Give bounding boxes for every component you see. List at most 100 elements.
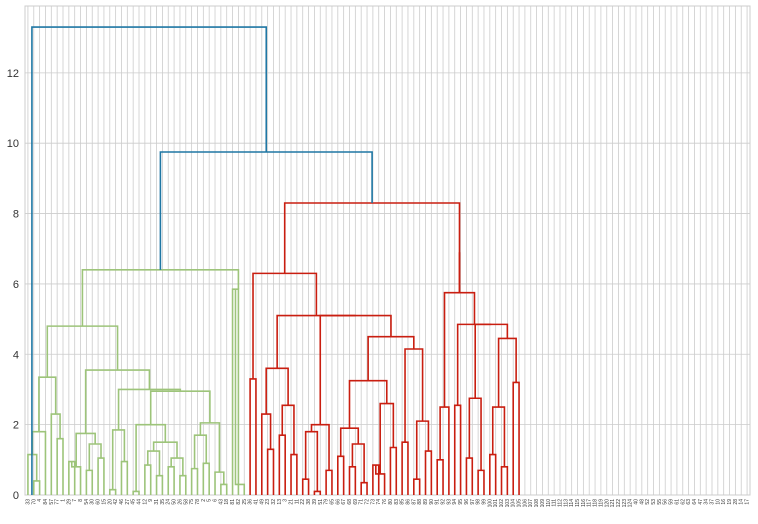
x-tick-label: 94 (452, 499, 458, 505)
x-tick-label: 45 (131, 499, 137, 505)
x-tick-label: 76 (382, 499, 388, 505)
x-tick-label: 44 (137, 499, 143, 505)
x-tick-label: 114 (569, 499, 575, 507)
x-tick-label: 41 (253, 499, 259, 505)
x-tick-label: 3 (283, 499, 289, 502)
dendrogram-link (372, 464, 380, 495)
x-tick-label: 71 (359, 499, 365, 505)
x-tick-label: 68 (347, 499, 353, 505)
x-tick-label: 118 (593, 499, 599, 507)
x-tick-label: 105 (517, 499, 523, 508)
dendrogram-link (367, 335, 415, 381)
x-tick-label: 115 (575, 499, 581, 507)
dendrogram-link (497, 337, 517, 408)
x-tick-label: 63 (686, 499, 692, 505)
x-tick-label: 55 (657, 499, 663, 505)
dendrogram-link (68, 460, 76, 495)
x-tick-label: 120 (604, 499, 610, 508)
dendrogram-link (234, 289, 246, 495)
x-tick-label: 92 (441, 499, 447, 505)
dendrogram-link (84, 369, 151, 434)
x-tick-label: 89 (423, 499, 429, 505)
y-tick-label: 0 (13, 490, 19, 502)
x-tick-label: 90 (429, 499, 435, 505)
x-tick-label: 11 (294, 499, 300, 504)
x-tick-label: 102 (499, 499, 505, 508)
x-tick-label: 119 (598, 499, 604, 507)
x-tick-label: 62 (680, 499, 686, 505)
x-tick-label: 98 (476, 499, 482, 505)
dendrogram-link (265, 367, 289, 415)
x-tick-label: 4 (37, 499, 43, 502)
dendrogram-link (443, 291, 476, 408)
dendrogram-link (31, 26, 268, 495)
x-tick-label: 50 (172, 499, 178, 505)
x-tick-label: 42 (113, 499, 119, 505)
x-tick-label: 30 (90, 499, 96, 505)
x-tick-label: 74 (376, 499, 382, 505)
x-tick-label: 8 (78, 499, 84, 502)
x-tick-label: 87 (411, 499, 417, 505)
x-tick-label: 60 (96, 499, 102, 505)
x-tick-label: 101 (493, 499, 499, 508)
x-tick-label: 26 (177, 499, 183, 505)
x-tick-label: 72 (365, 499, 371, 505)
x-tick-label: 37 (709, 499, 715, 505)
y-tick-label: 8 (13, 209, 19, 221)
x-tick-label: 61 (674, 499, 680, 505)
x-tick-label: 88 (417, 499, 423, 505)
x-tick-label: 109 (540, 499, 546, 508)
x-tick-label: 111 (552, 499, 558, 507)
x-tick-label: 31 (154, 499, 160, 505)
x-tick-label: 18 (224, 499, 230, 505)
x-tick-label: 56 (663, 499, 669, 505)
x-tick-label: 83 (394, 499, 400, 505)
x-tick-label: 67 (341, 499, 347, 505)
x-tick-label: 112 (557, 499, 563, 507)
x-tick-label: 35 (160, 499, 166, 505)
dendrogram-link (276, 314, 356, 369)
x-tick-label: 100 (487, 499, 493, 508)
x-tick-label: 95 (458, 499, 464, 505)
x-tick-label: 73 (370, 499, 376, 505)
x-tick-label: 13 (277, 499, 283, 505)
x-tick-label: 7 (72, 499, 78, 502)
x-tick-label: 69 (353, 499, 359, 505)
x-tick-label: 36 (248, 499, 254, 505)
dendrogram-link (81, 269, 240, 327)
x-tick-label: 10 (715, 499, 721, 505)
x-tick-label: 116 (581, 499, 587, 507)
x-tick-label: 51 (318, 499, 324, 505)
dendrogram-link (474, 323, 509, 399)
dendrogram-link (456, 323, 492, 406)
x-tick-label: 78 (195, 499, 201, 505)
x-tick-label: 17 (745, 499, 751, 505)
x-tick-label: 52 (645, 499, 651, 505)
x-tick-label: 1 (61, 499, 67, 502)
dendrogram-link (319, 314, 392, 425)
x-tick-label: 28 (733, 499, 739, 505)
dendrogram-link (404, 348, 424, 443)
x-tick-label: 14 (739, 499, 745, 505)
x-tick-label: 16 (721, 499, 727, 505)
x-tick-label: 85 (400, 499, 406, 505)
dendrogram-link (252, 272, 318, 379)
x-tick-label: 91 (435, 499, 441, 505)
x-tick-label: 82 (236, 499, 242, 505)
x-tick-label: 48 (639, 499, 645, 505)
x-tick-label: 40 (633, 499, 639, 505)
x-tick-label: 9 (148, 499, 154, 502)
x-tick-label: 70 (31, 499, 37, 505)
x-tick-label: 123 (622, 499, 628, 508)
x-tick-label: 20 (107, 499, 113, 505)
y-tick-label: 6 (13, 279, 19, 291)
x-tick-label: 29 (66, 499, 72, 505)
x-tick-label: 79 (324, 499, 330, 505)
x-tick-label: 6 (213, 499, 219, 502)
x-tick-label: 80 (388, 499, 394, 505)
x-tick-label: 86 (405, 499, 411, 505)
x-tick-label: 77 (55, 499, 61, 505)
x-tick-label: 75 (189, 499, 195, 505)
x-tick-label: 19 (727, 499, 733, 505)
